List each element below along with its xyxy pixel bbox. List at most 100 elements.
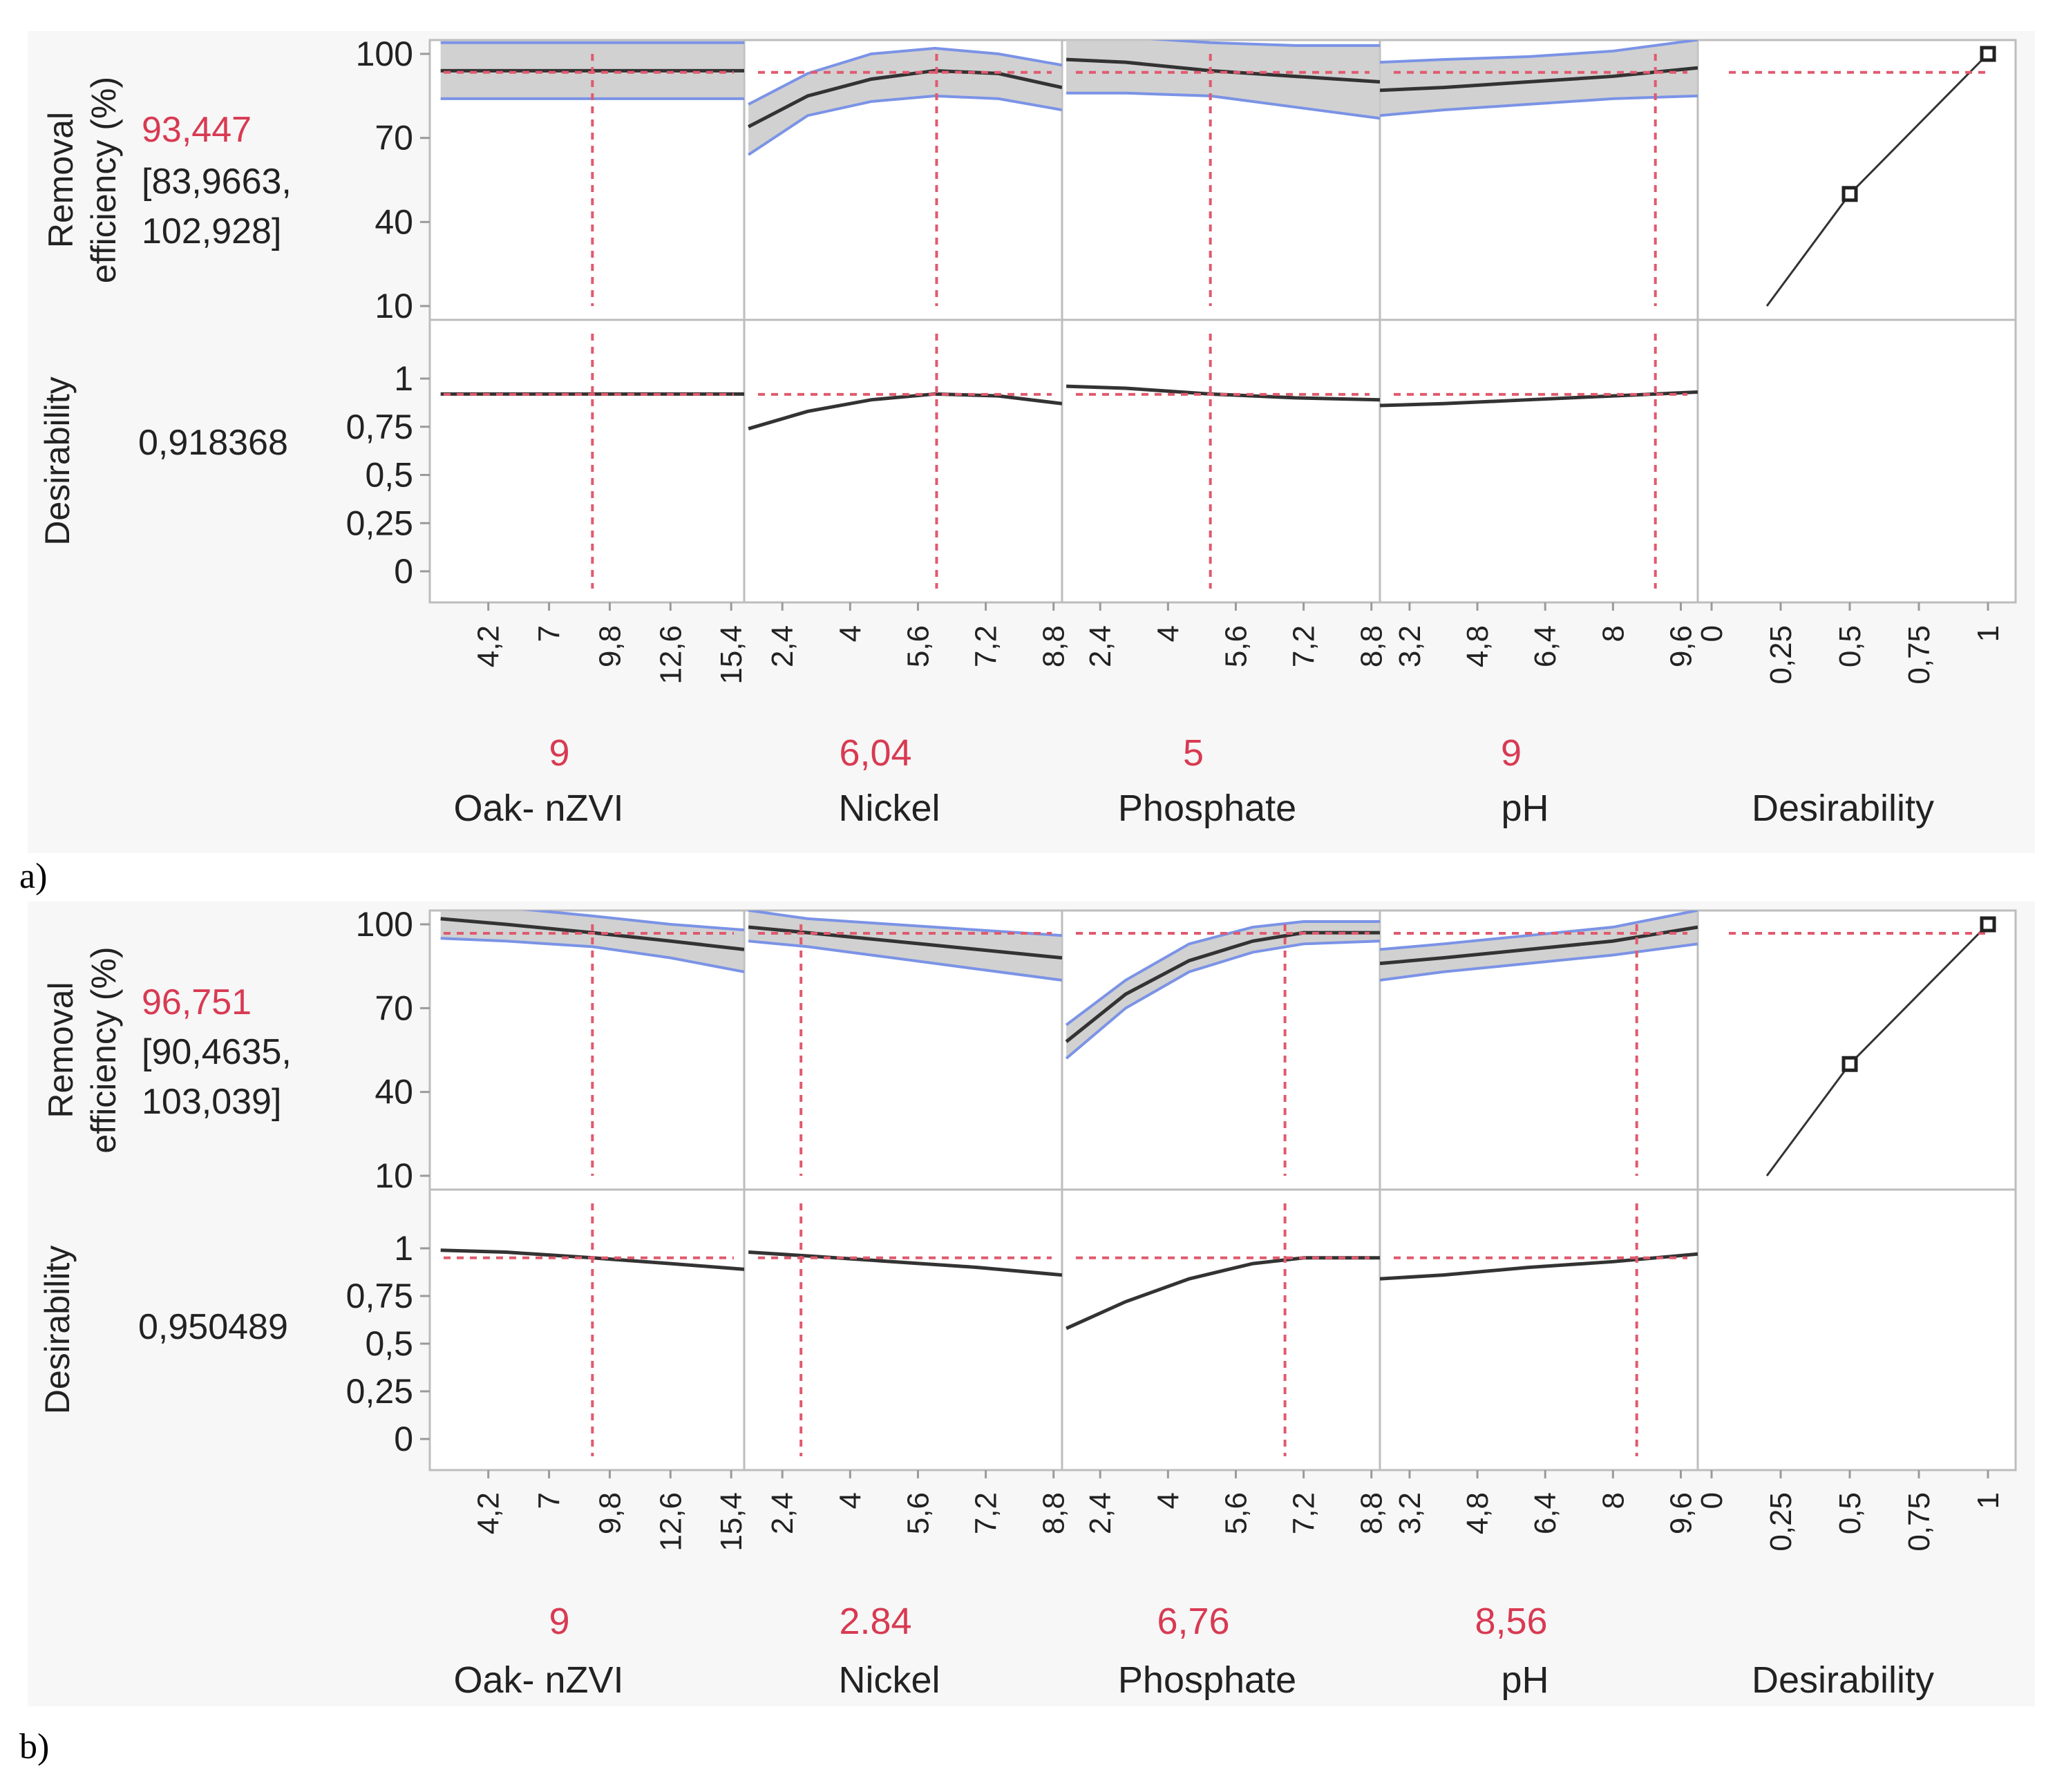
x-tick-label: 8,8	[1037, 1492, 1071, 1534]
x-tick-label: 2,4	[1083, 1492, 1117, 1534]
response-plot-1	[748, 911, 1062, 1176]
x-tick-label: 0,25	[1764, 1492, 1798, 1552]
factor-name-label: pH	[1501, 1659, 1549, 1701]
response-cell	[1696, 909, 2017, 1191]
x-tick-label: 9,6	[1664, 625, 1698, 667]
x-tick-label: 7,2	[969, 625, 1003, 667]
desirability-plot-0	[440, 1203, 744, 1456]
predicted-response-value: 93,447	[142, 110, 252, 150]
factor-name-label: Desirability	[1752, 788, 1934, 829]
desirability-ytick-label: 0,75	[346, 408, 413, 446]
desirability-curve	[748, 1250, 1062, 1277]
desirability-ytick-label: 0,25	[346, 1372, 413, 1411]
factor-name-label: Desirability	[1752, 1659, 1934, 1701]
desirability-cell	[1696, 1188, 2017, 1471]
confidence-interval-upper: 102,928]	[142, 211, 281, 251]
x-tick-label: 5,6	[1219, 1492, 1253, 1534]
desirability-cell	[1696, 318, 2017, 604]
desirability-cell	[428, 1188, 746, 1471]
desirability-ytick-label: 1	[394, 359, 413, 398]
x-tick-label: 0,75	[1902, 1492, 1936, 1552]
desirability-cell	[428, 318, 746, 604]
x-tick-label: 7	[533, 625, 567, 642]
factor-current-value: 9	[1501, 732, 1522, 774]
x-tick-label: 4	[1151, 625, 1185, 642]
response-axis-label-line2: efficiency (%)	[84, 946, 123, 1153]
x-tick-label: 0,5	[1833, 625, 1867, 667]
x-tick-label: 2,4	[1083, 625, 1117, 667]
x-tick-label: 6,4	[1528, 1492, 1562, 1534]
response-ytick-label: 70	[375, 119, 413, 158]
desirability-plot-2	[1066, 334, 1380, 589]
desirability-cell	[743, 1188, 1063, 1471]
x-tick-label: 1	[1971, 625, 2005, 642]
x-tick-label: 2,4	[766, 625, 799, 667]
factor-current-value: 5	[1183, 732, 1204, 774]
upper-confidence-line	[1380, 911, 1698, 951]
desirability-ytick-label: 0	[394, 552, 413, 591]
response-axis-label-line1: Removal	[41, 112, 80, 248]
desirability-marker	[1980, 916, 1996, 933]
desirability-ytick-label: 1	[394, 1229, 413, 1268]
factor-name-label: Nickel	[838, 1659, 940, 1701]
desirability-marker	[1841, 186, 1858, 202]
confidence-band	[1066, 40, 1380, 119]
desirability-plot-2	[1066, 1203, 1380, 1456]
x-tick-label: 15,4	[714, 625, 748, 685]
x-tick-label: 12,6	[654, 1492, 688, 1552]
lower-confidence-line	[1380, 942, 1698, 982]
predicted-response-value: 96,751	[142, 982, 252, 1022]
response-ytick-label: 10	[375, 287, 413, 325]
response-ytick-label: 100	[356, 905, 413, 944]
confidence-interval-upper: 103,039]	[142, 1082, 281, 1122]
desirability-curve	[1380, 390, 1698, 408]
desirability-marker	[1980, 46, 1996, 62]
factor-current-value: 2.84	[839, 1601, 911, 1642]
desirability-cell	[1379, 318, 1699, 604]
response-cell	[1696, 39, 2017, 321]
factor-name-label: Oak- nZVI	[453, 788, 623, 829]
factor-name-label: Nickel	[838, 788, 940, 829]
x-tick-label: 0	[1695, 625, 1729, 642]
figure-panel-label: b)	[19, 1727, 49, 1766]
desirability-plot-1	[748, 1203, 1062, 1456]
factor-current-value: 6,04	[839, 732, 911, 774]
x-tick-label: 1	[1971, 1492, 2005, 1509]
x-tick-label: 9,8	[593, 1492, 627, 1534]
response-plot-3	[1380, 911, 1698, 1176]
x-tick-label: 2,4	[766, 1492, 799, 1534]
x-tick-label: 8,8	[1355, 1492, 1389, 1534]
x-tick-label: 4,2	[472, 625, 506, 667]
confidence-band	[748, 48, 1062, 155]
desirability-curve	[1380, 1252, 1698, 1281]
lower-confidence-line	[748, 940, 1062, 982]
upper-confidence-line	[748, 911, 1062, 937]
x-tick-label: 4	[1151, 1492, 1185, 1509]
x-tick-label: 0	[1695, 1492, 1729, 1509]
desirability-value: 0,950489	[138, 1307, 288, 1347]
x-tick-label: 9,6	[1664, 1492, 1698, 1534]
upper-confidence-line	[748, 46, 1062, 106]
desirability-ytick-label: 0,5	[365, 1324, 413, 1363]
upper-confidence-line	[522, 911, 744, 932]
desirability-plot-0	[440, 334, 744, 589]
response-axis-label-line1: Removal	[41, 982, 80, 1118]
response-curve	[748, 925, 1062, 960]
desirability-cell	[743, 318, 1063, 604]
response-plot-0	[440, 41, 744, 306]
x-tick-label: 4,8	[1461, 1492, 1495, 1534]
x-tick-label: 6,4	[1528, 625, 1562, 667]
factor-current-value: 9	[549, 1601, 569, 1642]
desirability-marker	[1841, 1056, 1858, 1072]
desirability-curve	[748, 392, 1062, 430]
x-tick-label: 4	[833, 1492, 867, 1509]
response-plot-0	[440, 911, 744, 1176]
lower-confidence-line	[440, 937, 744, 973]
confidence-interval-lower: [90,4635,	[142, 1032, 292, 1072]
factor-name-label: Oak- nZVI	[453, 1659, 623, 1701]
desirability-axis-label: Desirability	[38, 376, 77, 546]
figure-panel-label: a)	[19, 857, 47, 896]
x-tick-label: 7,2	[1287, 1492, 1321, 1534]
factor-current-value: 8,56	[1475, 1601, 1547, 1642]
